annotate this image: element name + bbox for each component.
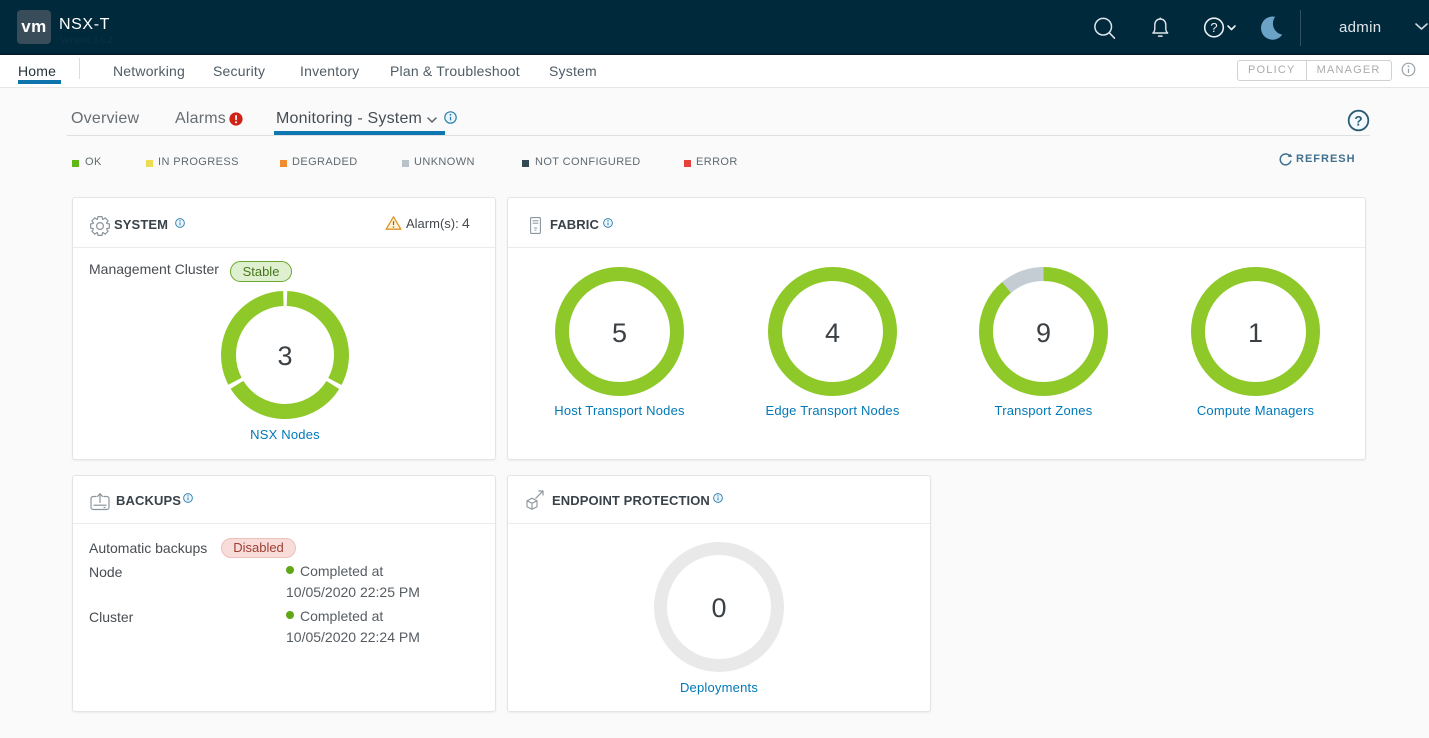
svg-text:?: ? bbox=[1354, 113, 1362, 128]
svg-text:?: ? bbox=[1210, 20, 1217, 35]
